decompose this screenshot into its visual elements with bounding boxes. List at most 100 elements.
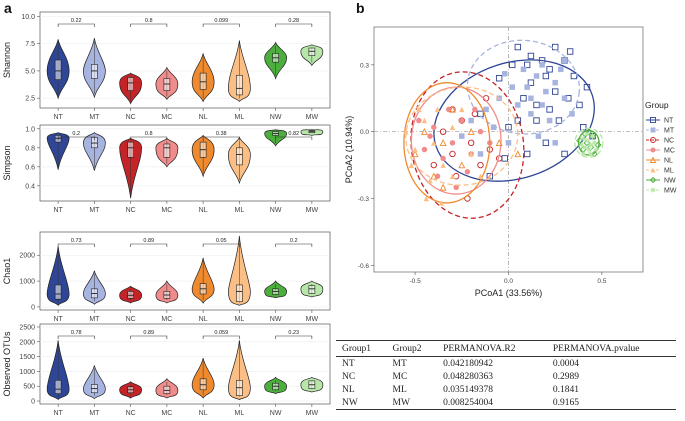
- comparison-bracket: [57, 335, 95, 339]
- point-NL: [458, 161, 466, 169]
- table-header-row: Group1 Group2 PERMANOVA.R2 PERMANOVA.pva…: [336, 340, 676, 357]
- point-NT: [505, 124, 512, 131]
- point-MT: [558, 66, 564, 73]
- x-tick-label-NW: NW: [270, 410, 282, 417]
- point-MW: [587, 142, 594, 148]
- point-NT: [509, 61, 516, 69]
- box-ML: [236, 147, 243, 166]
- pcoa-group-NL: [403, 82, 522, 204]
- point-NL: [467, 127, 475, 135]
- x-tick-label-MT: MT: [89, 316, 100, 323]
- table-cell: 0.2989: [552, 372, 579, 382]
- point-ML: [431, 140, 437, 146]
- star-stroke: [580, 151, 586, 157]
- x-tick-label-MW: MW: [306, 410, 319, 417]
- comparison-p-value: 0.23: [288, 330, 299, 336]
- point-NT: [486, 173, 494, 180]
- point-MT: [468, 117, 474, 124]
- point-ML: [412, 146, 418, 153]
- ellipse-NT: [433, 59, 595, 182]
- box-ML: [236, 74, 243, 96]
- comparison-p-value: 0.82: [288, 131, 299, 137]
- y-tick-label: 5.0: [25, 68, 35, 75]
- column-header: PERMANOVA.R2: [443, 344, 516, 354]
- point-NC: [449, 150, 456, 158]
- point-ML: [403, 128, 409, 135]
- point-ML: [421, 117, 428, 124]
- legend-label-NL: NL: [664, 158, 673, 165]
- table-cell: 0.008254004: [443, 398, 493, 408]
- point-MC: [464, 169, 471, 175]
- point-NT: [533, 117, 540, 124]
- star-stroke: [579, 142, 584, 148]
- x-tick-label-NL: NL: [199, 207, 208, 214]
- x-tick-label-NL: NL: [199, 114, 208, 121]
- plot-frame: [39, 231, 331, 311]
- box-NC: [127, 77, 134, 91]
- x-tick-label-MW: MW: [306, 316, 319, 323]
- point-MT: [546, 117, 553, 124]
- y-tick-label: 2000: [19, 253, 35, 260]
- legend-label-NW: NW: [664, 178, 676, 185]
- comparison-bracket: [130, 23, 168, 27]
- point-NT: [527, 52, 535, 60]
- box-ML: [236, 284, 243, 303]
- y-tick-label: 0.8: [25, 145, 35, 152]
- table-cell: 0.042180942: [443, 359, 493, 369]
- x-tick-label-MT: MT: [89, 207, 100, 214]
- comparison-p-value: 0.73: [71, 238, 82, 244]
- point-MT: [483, 106, 489, 113]
- ellipse-MC: [410, 86, 502, 195]
- y-tick-label: 7.5: [25, 41, 35, 48]
- pcoa-plot: -0.5 0.0 0.5 0.3 0.0 -0.3 -0.6 PCoA1 (33.56%) PC…: [344, 26, 677, 298]
- point-ML: [440, 162, 446, 168]
- point-NT: [520, 95, 527, 102]
- point-NL: [411, 150, 419, 158]
- comparison-p-value: 0.89: [143, 238, 154, 244]
- point-NC: [467, 139, 475, 147]
- y-tick-label: 1500: [19, 354, 35, 361]
- legend-marker-NL: [649, 156, 657, 163]
- comparison-p-value: 0.8: [145, 18, 153, 24]
- point-NT: [561, 150, 568, 158]
- point-MT: [533, 73, 540, 79]
- star-stroke: [580, 136, 586, 141]
- comparison-bracket: [202, 335, 240, 339]
- y-tick-label: 0.6: [25, 164, 35, 171]
- point-MW: [587, 151, 594, 157]
- comparison-p-value: 0.099: [214, 18, 228, 24]
- column-header: PERMANOVA.pvalue: [552, 344, 640, 354]
- point-MT: [520, 66, 527, 73]
- table-cell: MW: [392, 398, 410, 408]
- point-NT: [542, 72, 550, 80]
- point-NT: [495, 75, 503, 82]
- comparison-p-value: 0.2: [290, 238, 298, 244]
- point-NL: [439, 139, 447, 147]
- box-NT: [54, 59, 62, 80]
- star-stroke: [650, 187, 656, 193]
- point-MC: [472, 106, 478, 113]
- y-tick-label: 1000: [19, 369, 35, 376]
- plot-frame: [39, 124, 331, 202]
- point-MC: [449, 140, 456, 146]
- column-header: Group2: [392, 344, 422, 354]
- point-NT: [542, 139, 550, 147]
- y-tick-label: 500: [23, 384, 35, 391]
- point-MC: [416, 117, 422, 124]
- ellipse-MT: [466, 39, 581, 135]
- comparison-bracket: [57, 243, 95, 247]
- point-NT: [514, 43, 522, 51]
- ellipse-ML: [405, 86, 519, 186]
- table-cell: 0.1841: [552, 385, 579, 395]
- table-cell: 0.9165: [552, 398, 579, 408]
- violin-panel-simpson: 0.4 0.6 0.8 1.0 Simpson NT MT NC MC NL ML NW MW 0.2 0.…: [2, 124, 331, 214]
- point-MT: [539, 102, 545, 108]
- point-NL: [439, 183, 447, 191]
- x-tick-label-NT: NT: [53, 114, 63, 121]
- permanova-table-container: Group1 Group2 PERMANOVA.R2 PERMANOVA.pva…: [336, 340, 676, 410]
- table-cell: NC: [342, 372, 356, 382]
- point-ML: [423, 195, 430, 202]
- legend-marker-NT: [650, 117, 656, 123]
- comparison-bracket: [275, 243, 313, 247]
- x-tick-label-NW: NW: [270, 114, 282, 121]
